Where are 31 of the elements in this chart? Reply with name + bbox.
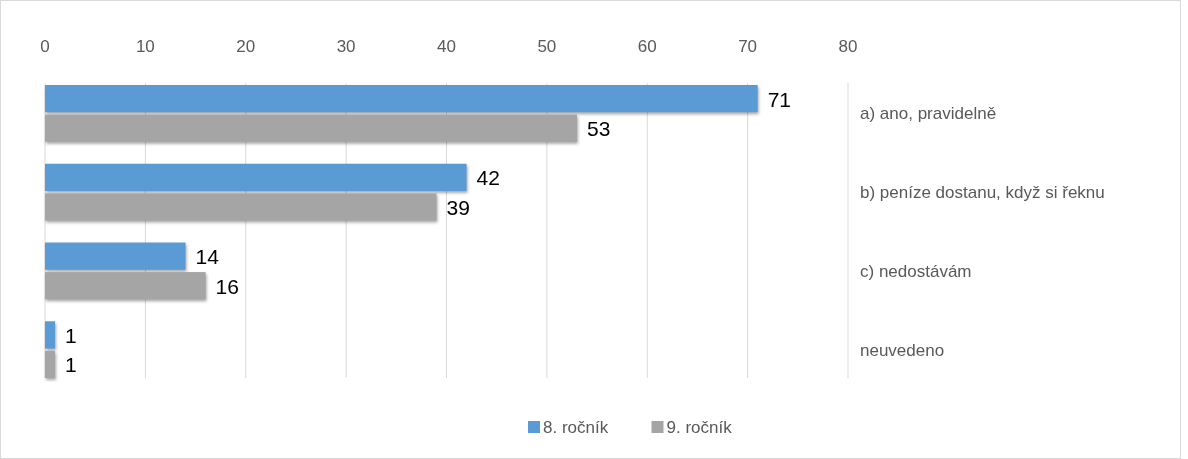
data-label: 42 [476,166,500,190]
y-tick-label: a) ano, pravidelně [860,104,997,124]
bar [45,193,437,221]
bar [45,321,56,349]
data-label: 1 [65,323,77,347]
legend-label: 8. ročník [543,418,609,437]
x-tick-label: 0 [40,37,50,56]
x-tick-label: 40 [437,37,456,56]
x-tick-label: 70 [738,37,758,56]
x-tick-label: 20 [236,37,256,56]
data-label: 16 [215,274,239,298]
data-label: 71 [767,87,792,111]
data-label: 53 [586,117,611,141]
x-tick-label: 30 [336,37,356,56]
x-tick-label: 60 [637,37,657,56]
data-label: 1 [65,353,77,377]
bar [45,272,206,300]
y-tick-label: c) nedostávám [860,261,972,281]
legend-label: 9. ročník [666,418,733,437]
x-tick-label: 80 [838,37,858,56]
y-tick-label: b) peníze dostanu, když si řeknu [860,183,1105,203]
x-tick-label: 50 [537,37,557,56]
data-label: 39 [446,195,470,219]
y-tick-label: neuvedeno [860,340,945,360]
bar [45,163,467,191]
bar [45,350,56,378]
data-label: 14 [195,245,220,269]
bar [45,85,758,113]
bar [45,242,186,270]
x-tick-label: 10 [135,37,155,56]
bar [45,114,577,142]
